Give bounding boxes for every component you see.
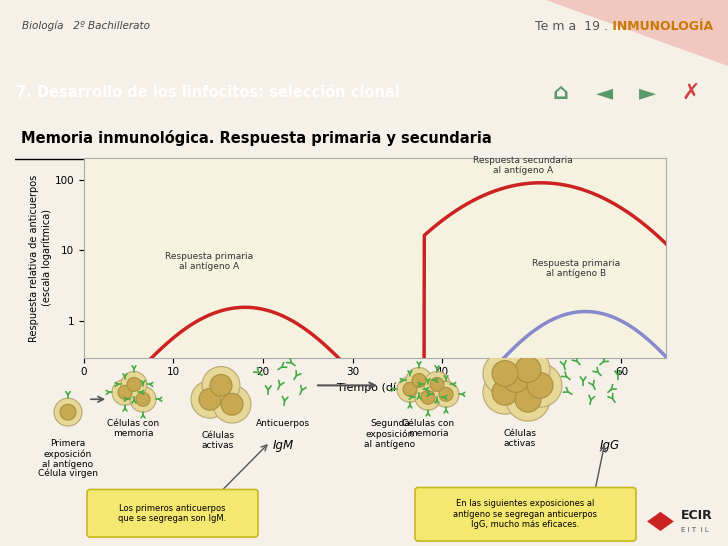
X-axis label: Tiempo (días): Tiempo (días) <box>337 383 413 394</box>
Circle shape <box>439 387 453 401</box>
Text: Respuesta primaria
al antígeno B: Respuesta primaria al antígeno B <box>532 259 620 278</box>
Circle shape <box>424 371 450 397</box>
Text: PRIMERA
INYECCIÓN DEL
ANTÍGENO A: PRIMERA INYECCIÓN DEL ANTÍGENO A <box>0 545 1 546</box>
Polygon shape <box>647 512 674 531</box>
Text: ✗: ✗ <box>681 83 700 103</box>
Text: IgM: IgM <box>272 439 293 452</box>
Circle shape <box>515 357 541 382</box>
Text: ◄: ◄ <box>596 83 613 103</box>
Circle shape <box>515 387 541 412</box>
Circle shape <box>130 387 156 412</box>
Text: En las siguientes exposiciones al
antígeno se segregan anticuerpos
IgG, mucho má: En las siguientes exposiciones al antíge… <box>453 500 597 529</box>
Text: ►: ► <box>639 83 656 103</box>
Polygon shape <box>546 0 728 66</box>
FancyBboxPatch shape <box>415 488 636 541</box>
Circle shape <box>492 379 518 405</box>
Text: E I T  I L: E I T I L <box>681 527 708 533</box>
Circle shape <box>202 366 240 404</box>
Circle shape <box>433 382 459 407</box>
Text: Primera
exposición
al antígeno: Primera exposición al antígeno <box>42 439 94 470</box>
Circle shape <box>506 348 550 391</box>
Circle shape <box>483 371 527 414</box>
Text: ⌂: ⌂ <box>553 83 569 103</box>
Text: Célula virgen: Célula virgen <box>38 468 98 478</box>
Text: Respuesta primaria
al antígeno A: Respuesta primaria al antígeno A <box>165 252 253 271</box>
Text: Células con
memoria: Células con memoria <box>402 419 454 438</box>
Text: Células
activas: Células activas <box>202 431 234 450</box>
Text: Segunda
exposición
al antígeno: Segunda exposición al antígeno <box>365 419 416 449</box>
Text: SEGUNDA
INYECCIÓN DEL
ANTÍGENO A: SEGUNDA INYECCIÓN DEL ANTÍGENO A <box>0 545 1 546</box>
Text: IgG: IgG <box>600 439 620 452</box>
Circle shape <box>406 367 432 393</box>
Text: Células con
memoria: Células con memoria <box>107 419 159 438</box>
Text: Memoria inmunológica. Respuesta primaria y secundaria: Memoria inmunológica. Respuesta primaria… <box>21 129 491 146</box>
Text: ECIR: ECIR <box>681 509 712 522</box>
Circle shape <box>403 382 417 396</box>
Circle shape <box>397 377 423 402</box>
Circle shape <box>121 371 147 397</box>
Circle shape <box>518 364 562 407</box>
Text: Respuesta secundaria
al antígeno A: Respuesta secundaria al antígeno A <box>473 156 573 175</box>
Circle shape <box>430 377 444 391</box>
Circle shape <box>494 358 538 401</box>
Text: INMUNOLOGÍA: INMUNOLOGÍA <box>608 20 713 33</box>
Circle shape <box>421 390 435 404</box>
Circle shape <box>506 377 550 421</box>
Circle shape <box>210 375 232 396</box>
Text: 7. Desarrollo de los linfocitos: selección clonal: 7. Desarrollo de los linfocitos: selecci… <box>16 85 400 100</box>
Text: Células
activas: Células activas <box>504 429 537 448</box>
Circle shape <box>527 372 553 398</box>
Text: PRIMERA
INYECCIÓN DEL
ANTÍGENO B: PRIMERA INYECCIÓN DEL ANTÍGENO B <box>0 545 1 546</box>
Circle shape <box>415 384 441 410</box>
FancyBboxPatch shape <box>87 490 258 537</box>
Circle shape <box>412 373 426 387</box>
Circle shape <box>483 352 527 395</box>
Text: Biología   2º Bachillerato: Biología 2º Bachillerato <box>22 21 150 32</box>
Circle shape <box>191 381 229 418</box>
Y-axis label: Respuesta relativa de anticuerpos
(escala logarítmica): Respuesta relativa de anticuerpos (escal… <box>29 174 52 342</box>
Circle shape <box>492 360 518 387</box>
Text: Anticuerpos: Anticuerpos <box>256 419 310 428</box>
Text: Los primeros anticuerpos
que se segregan son IgM.: Los primeros anticuerpos que se segregan… <box>118 503 226 523</box>
Circle shape <box>118 385 132 399</box>
Circle shape <box>199 388 221 410</box>
Circle shape <box>127 377 141 391</box>
Circle shape <box>503 366 529 393</box>
Text: Te m a  19 .: Te m a 19 . <box>535 20 612 33</box>
Circle shape <box>60 404 76 420</box>
Circle shape <box>54 398 82 426</box>
Circle shape <box>221 393 243 415</box>
Circle shape <box>136 393 150 406</box>
Circle shape <box>213 385 251 423</box>
Circle shape <box>112 379 138 405</box>
